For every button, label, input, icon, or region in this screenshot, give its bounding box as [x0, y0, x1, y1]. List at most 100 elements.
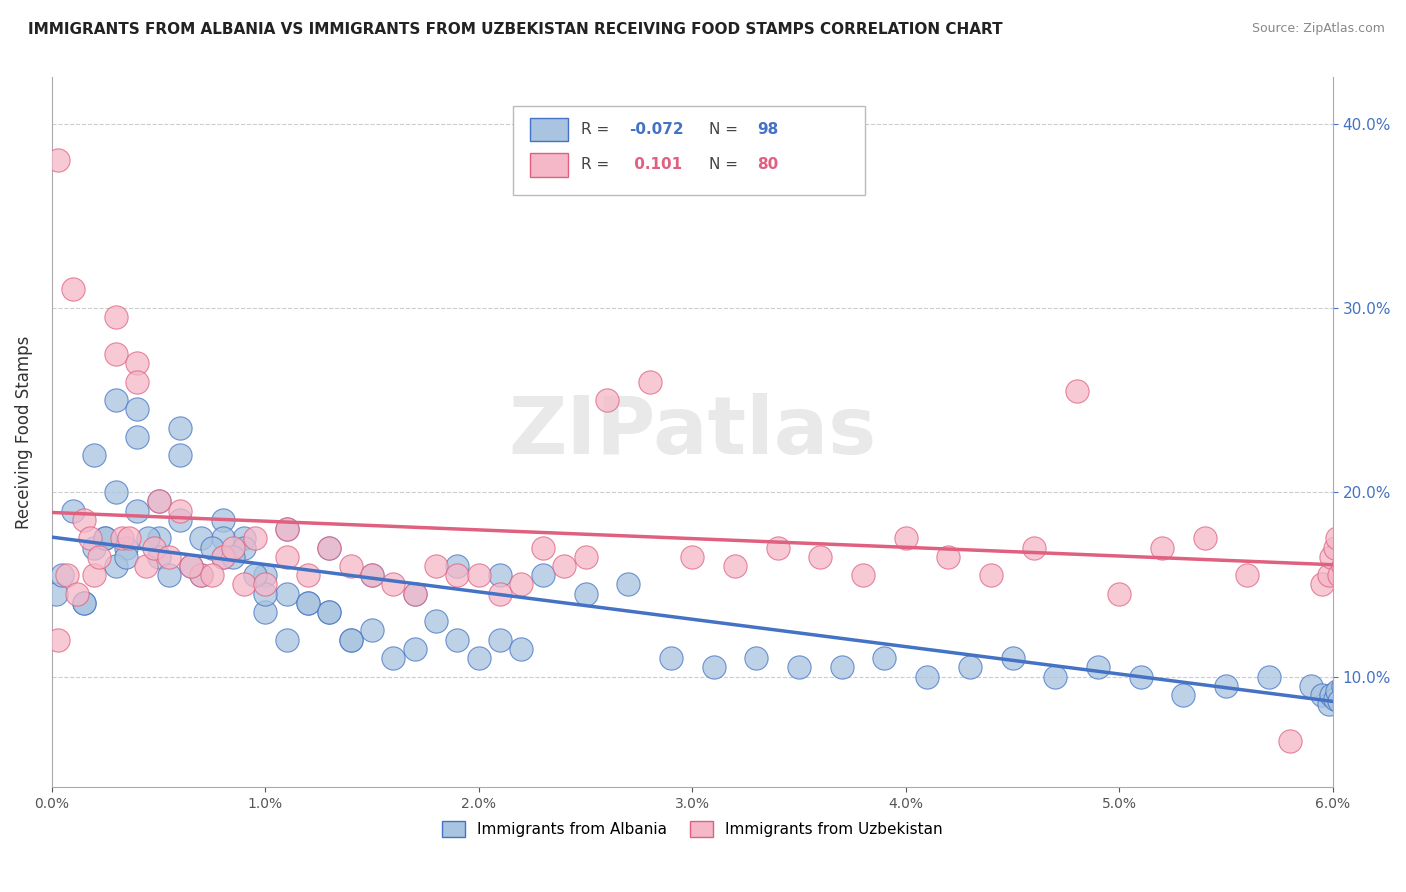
Point [232, 541, 254, 555]
Point [724, 558, 747, 573]
Point [157, 549, 180, 564]
Point [148, 531, 170, 545]
Point [510, 577, 533, 591]
Point [211, 549, 233, 564]
Point [446, 568, 468, 582]
Point [382, 577, 405, 591]
Point [361, 624, 384, 638]
Point [222, 549, 245, 564]
Point [1364, 691, 1386, 706]
Point [1257, 669, 1279, 683]
Text: Source: ZipAtlas.com: Source: ZipAtlas.com [1251, 22, 1385, 36]
Point [1326, 531, 1348, 545]
Point [959, 660, 981, 674]
Point [1045, 669, 1067, 683]
Point [73, 596, 96, 610]
Point [45, 586, 67, 600]
Point [404, 586, 426, 600]
Point [127, 430, 149, 444]
Point [55, 568, 77, 582]
Point [276, 522, 298, 536]
Point [297, 568, 319, 582]
Point [1066, 384, 1088, 398]
Point [468, 651, 491, 665]
Point [201, 568, 224, 582]
Point [201, 541, 224, 555]
Point [1022, 541, 1045, 555]
Point [1343, 703, 1365, 717]
Point [1323, 691, 1346, 706]
Point [62, 282, 84, 296]
Point [531, 541, 554, 555]
Point [148, 494, 170, 508]
Point [1108, 586, 1130, 600]
Point [135, 558, 157, 573]
Point [190, 568, 212, 582]
Point [254, 568, 277, 582]
Point [104, 485, 127, 500]
Text: IMMIGRANTS FROM ALBANIA VS IMMIGRANTS FROM UZBEKISTAN RECEIVING FOOD STAMPS CORR: IMMIGRANTS FROM ALBANIA VS IMMIGRANTS FR… [28, 22, 1002, 37]
Point [1301, 679, 1323, 693]
Point [254, 577, 277, 591]
Point [318, 605, 340, 619]
Point [1236, 568, 1258, 582]
Point [254, 605, 277, 619]
Point [66, 586, 89, 600]
Point [361, 568, 384, 582]
Point [1317, 568, 1340, 582]
Point [659, 651, 682, 665]
Point [180, 558, 202, 573]
Point [148, 549, 170, 564]
Point [222, 541, 245, 555]
Point [51, 568, 73, 582]
Point [157, 568, 180, 582]
Point [339, 632, 361, 647]
Point [1333, 679, 1355, 693]
Point [243, 568, 266, 582]
Point [297, 596, 319, 610]
Legend: Immigrants from Albania, Immigrants from Uzbekistan: Immigrants from Albania, Immigrants from… [436, 815, 949, 843]
Point [232, 577, 254, 591]
Point [1326, 684, 1348, 698]
Point [46, 153, 69, 168]
Point [127, 402, 149, 417]
Point [243, 531, 266, 545]
Point [361, 568, 384, 582]
Bar [530, 118, 568, 141]
Point [489, 568, 512, 582]
Point [117, 531, 139, 545]
Point [873, 651, 896, 665]
Point [94, 531, 117, 545]
Point [87, 549, 110, 564]
Point [1087, 660, 1109, 674]
Point [190, 568, 212, 582]
Point [318, 605, 340, 619]
Point [489, 632, 512, 647]
Point [1327, 693, 1350, 707]
Text: ZIPatlas: ZIPatlas [508, 393, 876, 471]
Point [1317, 697, 1340, 711]
Point [104, 558, 127, 573]
Point [510, 641, 533, 656]
Point [915, 669, 938, 683]
Point [1173, 688, 1195, 702]
Point [104, 347, 127, 361]
Point [1001, 651, 1024, 665]
Point [115, 549, 138, 564]
Point [489, 586, 512, 600]
Point [938, 549, 960, 564]
Point [127, 356, 149, 370]
Point [1310, 688, 1333, 702]
Point [115, 541, 138, 555]
Point [1310, 577, 1333, 591]
Point [404, 586, 426, 600]
Point [276, 632, 298, 647]
Point [79, 531, 101, 545]
Text: -0.072: -0.072 [630, 121, 685, 136]
Point [1385, 697, 1406, 711]
Text: N =: N = [709, 121, 742, 136]
Point [468, 568, 491, 582]
Point [745, 651, 768, 665]
Point [1364, 549, 1386, 564]
Point [83, 541, 105, 555]
